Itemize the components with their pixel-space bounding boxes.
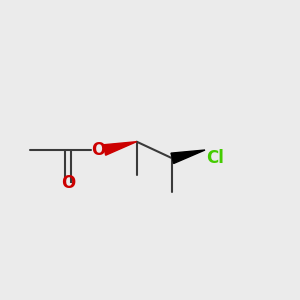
Text: O: O (61, 174, 75, 192)
Polygon shape (171, 150, 205, 164)
Text: Cl: Cl (206, 149, 224, 167)
Polygon shape (103, 142, 136, 155)
Text: O: O (91, 141, 105, 159)
